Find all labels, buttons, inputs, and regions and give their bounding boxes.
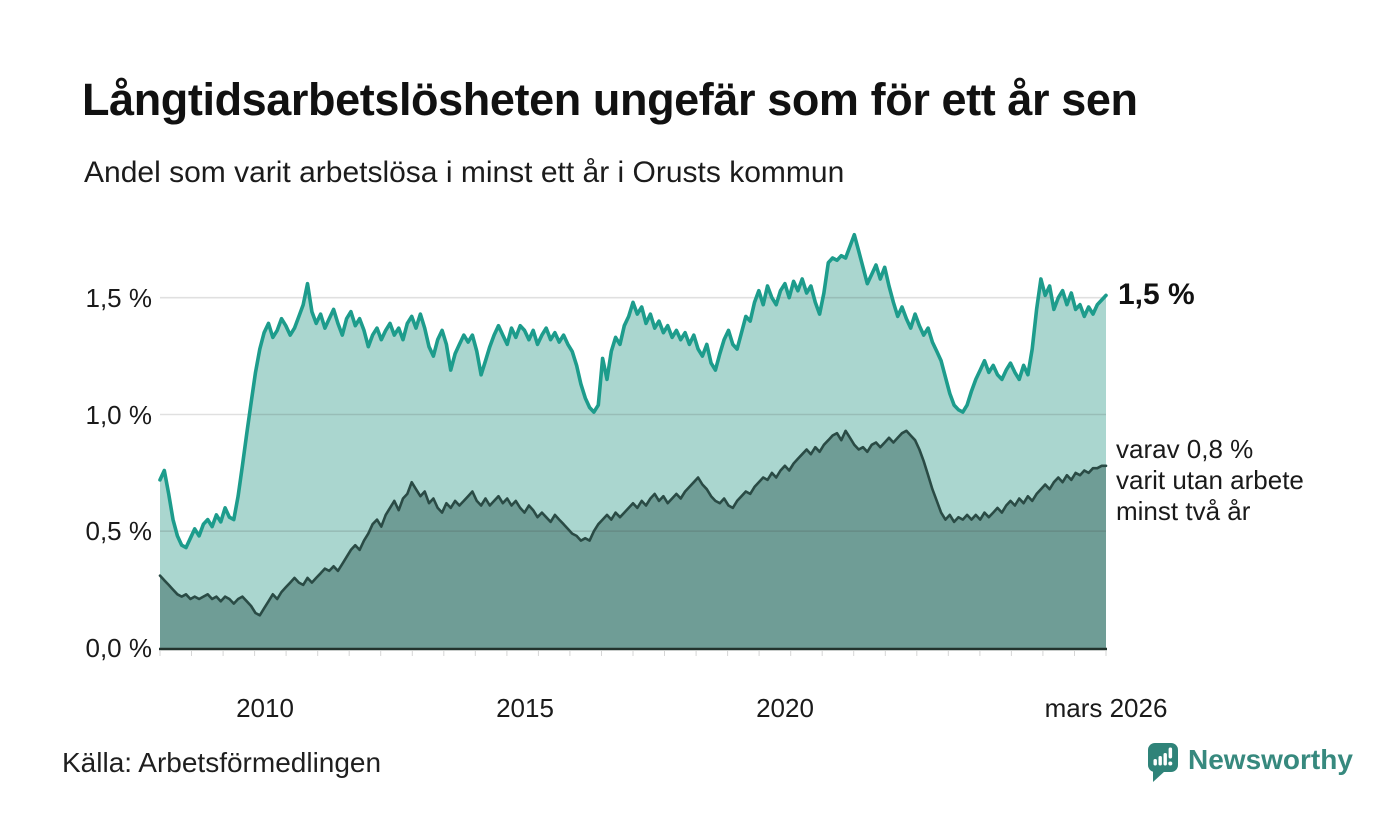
x-tick-label-2020: 2020 bbox=[756, 693, 814, 723]
gridlines bbox=[160, 296, 1106, 533]
page-title: Långtidsarbetslösheten ungefär som för e… bbox=[82, 74, 1138, 125]
area-two-year-fill bbox=[160, 430, 1106, 648]
x-tick-label-mars-2026: mars 2026 bbox=[1044, 693, 1168, 723]
y-tick-label-1-5: 1,5 % bbox=[85, 283, 153, 313]
two-year-annotation: varav 0,8 % varit utan arbete minst två … bbox=[1116, 434, 1304, 527]
source-note: Källa: Arbetsförmedlingen bbox=[62, 747, 382, 778]
newsworthy-logo-text: Newsworthy bbox=[1188, 744, 1353, 775]
series-one-year-line bbox=[158, 232, 1108, 550]
two-year-annotation-line3: minst två år bbox=[1116, 496, 1251, 526]
two-year-annotation-line2: varit utan arbete bbox=[1116, 465, 1304, 495]
newsworthy-logo-icon bbox=[1148, 743, 1178, 782]
y-tick-label-0-5: 0,5 % bbox=[85, 516, 153, 546]
x-tick-label-2015: 2015 bbox=[496, 693, 554, 723]
axis-ticks bbox=[159, 651, 1107, 656]
x-tick-label-2010: 2010 bbox=[236, 693, 294, 723]
y-tick-label-0-0: 0,0 % bbox=[85, 633, 153, 663]
chart-subtitle: Andel som varit arbetslösa i minst ett å… bbox=[84, 156, 845, 189]
latest-value-annotation: 1,5 % bbox=[1118, 278, 1195, 312]
series-two-year-line bbox=[158, 429, 1108, 617]
two-year-annotation-line1: varav 0,8 % bbox=[1116, 434, 1254, 464]
y-tick-label-1-0: 1,0 % bbox=[85, 400, 153, 430]
